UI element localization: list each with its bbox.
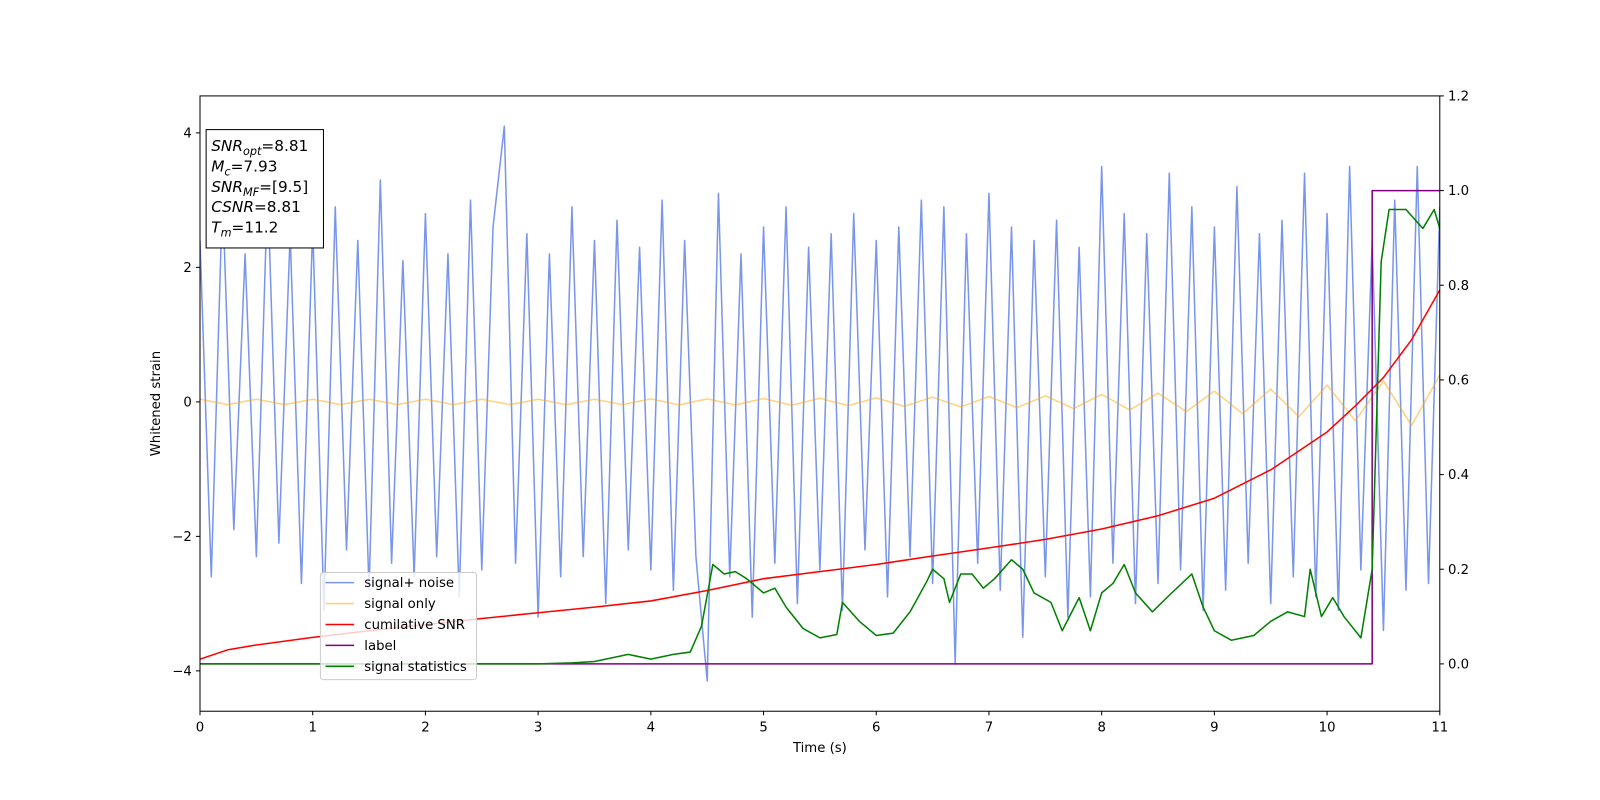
annotation-line: SNRMF=[9.5] <box>211 178 308 199</box>
series-line <box>200 374 1440 427</box>
x-tick-label: 2 <box>421 721 429 736</box>
y2-tick-label: 1.2 <box>1448 90 1469 105</box>
annotation-value: =7.93 <box>231 157 278 175</box>
series-line <box>200 125 1440 682</box>
x-tick-label: 11 <box>1431 721 1448 736</box>
y-tick-label: 0 <box>183 395 191 410</box>
y-tick-label: −4 <box>172 664 192 679</box>
x-axis-label: Time (s) <box>792 741 847 756</box>
annotation-frame <box>205 129 324 249</box>
annotation-name: SNR <box>211 178 243 196</box>
annotation-name: CSNR <box>211 198 254 216</box>
y2-tick-label: 0.2 <box>1448 563 1469 578</box>
x-tick-label: 5 <box>759 721 767 736</box>
axes-frame <box>199 95 1441 712</box>
y-axis-label: Whitened strain <box>149 351 164 456</box>
y2-tick-label: 0.8 <box>1448 279 1469 294</box>
series-line <box>200 208 1440 665</box>
legend-label: signal statistics <box>364 660 467 675</box>
x-tick-label: 8 <box>1097 721 1105 736</box>
x-tick-label: 0 <box>196 721 204 736</box>
annotation-line: SNRopt=8.81 <box>211 137 308 158</box>
annotation-name: M <box>211 157 224 175</box>
legend-label: cumilative SNR <box>364 618 465 633</box>
annotation-line: Tm=11.2 <box>211 219 278 240</box>
annotation-sub: MF <box>243 186 260 199</box>
x-tick-label: 3 <box>534 721 542 736</box>
x-tick-label: 9 <box>1210 721 1218 736</box>
annotation-box: SNRopt=8.81Mc=7.93SNRMF=[9.5]CSNR=8.81Tm… <box>205 129 324 249</box>
x-tick-label: 10 <box>1319 721 1336 736</box>
legend-label: label <box>364 639 396 654</box>
annotation-value: =8.81 <box>261 137 308 155</box>
x-tick-label: 4 <box>647 721 655 736</box>
y2-tick-label: 0.4 <box>1448 468 1469 483</box>
annotation-value: =11.2 <box>232 219 279 237</box>
annotation-value: =[9.5] <box>259 178 308 196</box>
legend-label: signal+ noise <box>364 576 454 591</box>
x-tick-label: 7 <box>985 721 993 736</box>
legend-label: signal only <box>364 597 436 612</box>
series-line <box>200 189 1440 665</box>
annotation-value: =8.81 <box>254 198 301 216</box>
legend: signal+ noise signal only cumilative SNR la… <box>319 571 478 681</box>
annotation-name: T <box>211 219 222 237</box>
y-tick-label: 4 <box>183 126 191 141</box>
legend-frame <box>319 571 478 681</box>
y-tick-label: −2 <box>172 530 192 545</box>
annotation-line: CSNR=8.81 <box>211 198 301 216</box>
annotation-sub: m <box>221 227 232 240</box>
x-tick-label: 6 <box>872 721 880 736</box>
y2-tick-label: 1.0 <box>1448 184 1469 199</box>
annotation-sub: c <box>224 166 231 179</box>
y2-tick-label: 0.0 <box>1448 657 1469 672</box>
annotation-name: SNR <box>211 137 243 155</box>
annotation-sub: opt <box>243 145 262 158</box>
y2-tick-label: 0.6 <box>1448 373 1469 388</box>
y-tick-label: 2 <box>183 261 191 276</box>
x-tick-label: 1 <box>308 721 316 736</box>
annotation-line: Mc=7.93 <box>211 157 277 178</box>
